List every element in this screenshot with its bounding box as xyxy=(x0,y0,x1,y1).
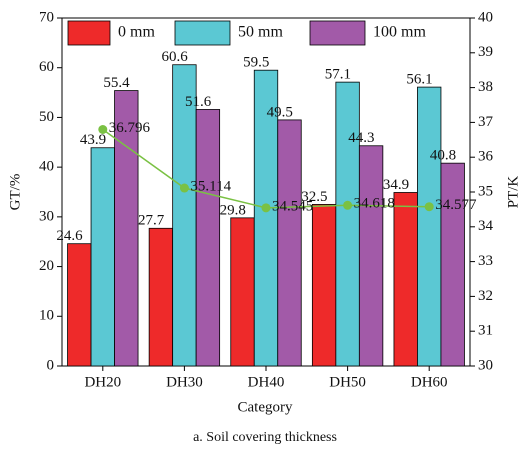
bar xyxy=(230,217,255,367)
bar xyxy=(67,243,92,367)
y-tick-label: 60 xyxy=(39,59,54,75)
y2-tick-label: 35 xyxy=(478,183,493,199)
value-label: 57.1 xyxy=(325,67,351,83)
bar xyxy=(277,119,302,367)
y2-tick-label: 37 xyxy=(478,114,494,130)
y2-tick-label: 32 xyxy=(478,288,493,304)
line-marker xyxy=(343,200,353,210)
line-marker xyxy=(98,124,108,134)
value-label: 51.6 xyxy=(185,94,212,110)
y-tick-label: 40 xyxy=(39,159,54,175)
value-label: 43.9 xyxy=(80,132,106,148)
x-tick-label: DH60 xyxy=(411,374,448,390)
line-marker xyxy=(179,183,189,193)
y2-tick-label: 30 xyxy=(478,357,493,373)
y-axis-label: GT/% xyxy=(7,174,23,211)
bar xyxy=(335,81,360,367)
value-label: 35.114 xyxy=(190,178,231,194)
bar xyxy=(440,162,465,367)
legend-label: 100 mm xyxy=(373,24,426,41)
x-axis-label: Category xyxy=(238,399,293,415)
y-tick-label: 0 xyxy=(47,357,55,373)
y2-tick-label: 38 xyxy=(478,79,493,95)
y2-tick-label: 39 xyxy=(478,44,493,60)
y2-tick-label: 36 xyxy=(478,149,494,165)
line-marker xyxy=(261,203,271,213)
y2-tick-label: 40 xyxy=(478,9,493,25)
bar xyxy=(358,145,384,367)
value-label: 44.3 xyxy=(348,130,374,146)
x-tick-label: DH20 xyxy=(84,374,121,390)
value-label: 59.5 xyxy=(243,55,269,71)
value-label: 36.796 xyxy=(109,120,151,136)
value-label: 34.9 xyxy=(383,177,409,193)
bar xyxy=(393,192,418,367)
value-label: 24.6 xyxy=(56,228,83,244)
value-label: 29.8 xyxy=(220,202,246,218)
y-tick-label: 70 xyxy=(39,9,54,25)
y2-tick-label: 33 xyxy=(478,253,493,269)
value-label: 56.1 xyxy=(406,72,432,88)
value-label: 60.6 xyxy=(162,49,189,65)
y-tick-label: 10 xyxy=(39,308,54,324)
value-label: 40.8 xyxy=(430,148,456,164)
bar xyxy=(114,90,139,367)
legend-swatch xyxy=(174,20,231,46)
legend-swatch xyxy=(67,20,111,46)
y-tick-label: 50 xyxy=(39,109,54,125)
x-tick-label: DH50 xyxy=(329,374,366,390)
y2-axis-label: PT/K xyxy=(505,176,521,209)
legend-label: 50 mm xyxy=(238,24,283,41)
bar xyxy=(417,86,442,367)
bar xyxy=(90,147,115,367)
y2-tick-label: 31 xyxy=(478,323,493,339)
value-label: 27.7 xyxy=(138,213,165,229)
value-label: 34.545 xyxy=(272,198,313,214)
bar xyxy=(311,204,337,367)
x-tick-label: DH40 xyxy=(248,374,285,390)
y2-tick-label: 34 xyxy=(478,218,494,234)
value-label: 34.618 xyxy=(354,196,395,212)
caption: a. Soil covering thickness xyxy=(193,430,337,445)
value-label: 34.577 xyxy=(435,197,477,213)
value-label: 49.5 xyxy=(267,104,293,120)
y-tick-label: 30 xyxy=(39,208,54,224)
y-tick-label: 20 xyxy=(39,258,54,274)
legend-swatch xyxy=(309,20,366,46)
value-label: 55.4 xyxy=(103,75,130,91)
value-label: 32.5 xyxy=(301,189,327,205)
bar xyxy=(195,109,221,367)
x-tick-label: DH30 xyxy=(166,374,203,390)
legend-label: 0 mm xyxy=(118,24,155,41)
bar xyxy=(148,227,174,367)
line-marker xyxy=(424,202,434,212)
